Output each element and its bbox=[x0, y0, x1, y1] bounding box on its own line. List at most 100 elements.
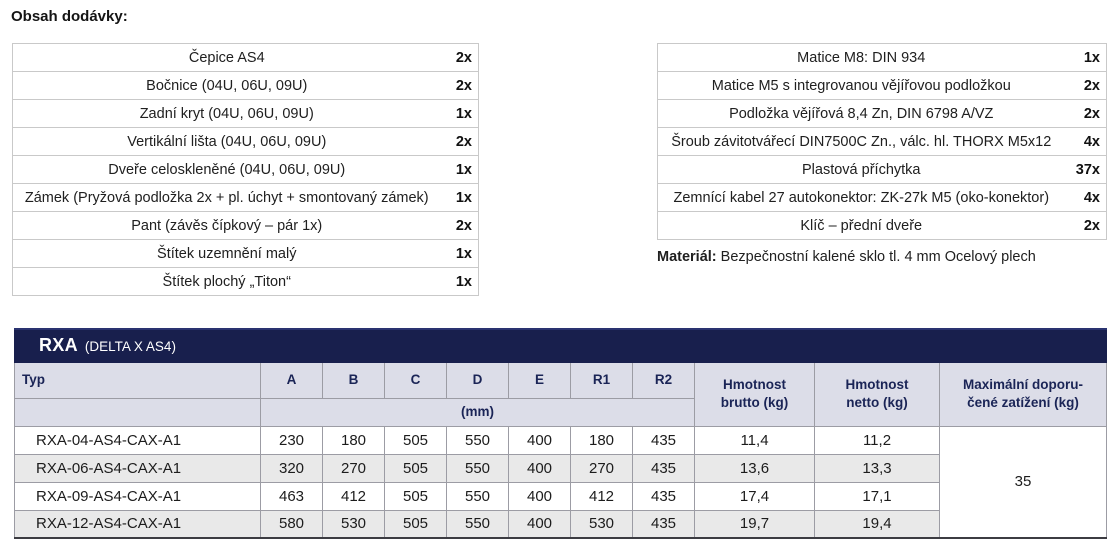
dim-e: 400 bbox=[508, 509, 571, 539]
typ-cell: RXA-06-AS4-CAX-A1 bbox=[14, 453, 261, 483]
item-label: Šroub závitotvářecí DIN7500C Zn., válc. … bbox=[657, 127, 1065, 156]
dim-r2: 435 bbox=[632, 425, 695, 455]
spec-header-row: Typ A B C D E R1 R2 Hmotnost brutto (kg)… bbox=[14, 361, 1108, 427]
typ-cell: RXA-12-AS4-CAX-A1 bbox=[14, 509, 261, 539]
dim-b: 412 bbox=[322, 481, 385, 511]
qty-value: 2x bbox=[1064, 71, 1107, 100]
qty-value: 4x bbox=[1064, 183, 1107, 212]
qty-value: 1x bbox=[440, 183, 479, 212]
dim-d: 550 bbox=[446, 481, 509, 511]
table-row: Štítek uzemnění malý 1x bbox=[12, 239, 479, 268]
qty-value: 1x bbox=[440, 239, 479, 268]
dim-d: 550 bbox=[446, 509, 509, 539]
qty-value: 1x bbox=[1064, 43, 1107, 72]
dim-r1: 530 bbox=[570, 509, 633, 539]
item-label: Zámek (Pryžová podložka 2x + pl. úchyt +… bbox=[12, 183, 441, 212]
empty-cell bbox=[14, 397, 261, 427]
dim-r1: 412 bbox=[570, 481, 633, 511]
table-row: Zemnící kabel 27 autokonektor: ZK-27k M5… bbox=[657, 183, 1107, 212]
table-row: Pant (závěs čípkový – pár 1x) 2x bbox=[12, 211, 479, 240]
dim-r2: 435 bbox=[632, 481, 695, 511]
weight-brutto: 19,7 bbox=[694, 509, 815, 539]
qty-value: 2x bbox=[440, 127, 479, 156]
table-row: Šroub závitotvářecí DIN7500C Zn., válc. … bbox=[657, 127, 1107, 156]
item-label: Podložka vějířová 8,4 Zn, DIN 6798 A/VZ bbox=[657, 99, 1065, 128]
dim-c: 505 bbox=[384, 425, 447, 455]
column-header-d: D bbox=[446, 361, 509, 399]
table-row: Čepice AS4 2x bbox=[12, 43, 479, 72]
item-label: Bočnice (04U, 06U, 09U) bbox=[12, 71, 441, 100]
table-row: Plastová příchytka 37x bbox=[657, 155, 1107, 184]
table-row: RXA-12-AS4-CAX-A1 580 530 505 550 400 53… bbox=[14, 509, 1107, 539]
delivery-table-right: Matice M8: DIN 934 1x Matice M5 s integro… bbox=[657, 43, 1107, 240]
item-label: Vertikální lišta (04U, 06U, 09U) bbox=[12, 127, 441, 156]
dim-r2: 435 bbox=[632, 453, 695, 483]
page-title: Obsah dodávky: bbox=[11, 8, 128, 25]
dim-a: 580 bbox=[260, 509, 323, 539]
table-row: Štítek plochý „Titon“ 1x bbox=[12, 267, 479, 296]
qty-value: 2x bbox=[440, 71, 479, 100]
dim-a: 463 bbox=[260, 481, 323, 511]
unit-label: (mm) bbox=[260, 397, 695, 427]
table-row: RXA-06-AS4-CAX-A1 320 270 505 550 400 27… bbox=[14, 453, 1107, 483]
weight-brutto: 11,4 bbox=[694, 425, 815, 455]
qty-value: 2x bbox=[440, 211, 479, 240]
table-row: Vertikální lišta (04U, 06U, 09U) 2x bbox=[12, 127, 479, 156]
dim-a: 230 bbox=[260, 425, 323, 455]
material-note: Materiál: Bezpečnostní kalené sklo tl. 4… bbox=[657, 249, 1036, 265]
qty-value: 2x bbox=[440, 43, 479, 72]
item-label: Klíč – přední dveře bbox=[657, 211, 1065, 240]
qty-value: 2x bbox=[1064, 99, 1107, 128]
weight-netto: 17,1 bbox=[814, 481, 940, 511]
item-label: Plastová příchytka bbox=[657, 155, 1065, 184]
column-header-a: A bbox=[260, 361, 323, 399]
item-label: Pant (závěs čípkový – pár 1x) bbox=[12, 211, 441, 240]
weight-netto: 11,2 bbox=[814, 425, 940, 455]
dim-b: 530 bbox=[322, 509, 385, 539]
column-header-c: C bbox=[384, 361, 447, 399]
column-header-typ: Typ bbox=[14, 361, 261, 399]
dim-a: 320 bbox=[260, 453, 323, 483]
dim-e: 400 bbox=[508, 425, 571, 455]
qty-value: 1x bbox=[440, 99, 479, 128]
spec-title-bar: RXA (DELTA X AS4) bbox=[13, 328, 1108, 363]
table-row: Podložka vějířová 8,4 Zn, DIN 6798 A/VZ 2… bbox=[657, 99, 1107, 128]
item-label: Matice M5 s integrovanou vějířovou podlo… bbox=[657, 71, 1065, 100]
item-label: Zadní kryt (04U, 06U, 09U) bbox=[12, 99, 441, 128]
dim-b: 270 bbox=[322, 453, 385, 483]
weight-brutto: 13,6 bbox=[694, 453, 815, 483]
material-text: Bezpečnostní kalené sklo tl. 4 mm Ocelov… bbox=[716, 249, 1036, 265]
qty-value: 1x bbox=[440, 155, 479, 184]
dim-r1: 180 bbox=[570, 425, 633, 455]
item-label: Štítek plochý „Titon“ bbox=[12, 267, 441, 296]
table-row: RXA-04-AS4-CAX-A1 230 180 505 550 400 18… bbox=[14, 425, 1108, 539]
item-label: Dveře celoskleněné (04U, 06U, 09U) bbox=[12, 155, 441, 184]
dim-d: 550 bbox=[446, 425, 509, 455]
qty-value: 4x bbox=[1064, 127, 1107, 156]
table-row: Matice M8: DIN 934 1x bbox=[657, 43, 1107, 72]
weight-netto: 19,4 bbox=[814, 509, 940, 539]
typ-cell: RXA-09-AS4-CAX-A1 bbox=[14, 481, 261, 511]
column-header-r1: R1 bbox=[570, 361, 633, 399]
max-load-value: 35 bbox=[938, 425, 1108, 539]
dim-b: 180 bbox=[322, 425, 385, 455]
weight-netto: 13,3 bbox=[814, 453, 940, 483]
table-row: Zámek (Pryžová podložka 2x + pl. úchyt +… bbox=[12, 183, 479, 212]
material-label: Materiál: bbox=[657, 249, 717, 265]
item-label: Štítek uzemnění malý bbox=[12, 239, 441, 268]
weight-brutto: 17,4 bbox=[694, 481, 815, 511]
table-row: Dveře celoskleněné (04U, 06U, 09U) 1x bbox=[12, 155, 479, 184]
table-row: Bočnice (04U, 06U, 09U) 2x bbox=[12, 71, 479, 100]
dim-r2: 435 bbox=[632, 509, 695, 539]
dim-e: 400 bbox=[508, 453, 571, 483]
spec-table: RXA (DELTA X AS4) Typ A B C D E R1 R2 Hmo… bbox=[13, 328, 1108, 539]
column-header-maxload: Maximální doporu- čené zatížení (kg) bbox=[938, 361, 1108, 427]
qty-value: 37x bbox=[1064, 155, 1107, 184]
item-label: Zemnící kabel 27 autokonektor: ZK-27k M5… bbox=[657, 183, 1065, 212]
dim-d: 550 bbox=[446, 453, 509, 483]
item-label: Čepice AS4 bbox=[12, 43, 441, 72]
dim-e: 400 bbox=[508, 481, 571, 511]
column-header-b: B bbox=[322, 361, 385, 399]
table-row: Klíč – přední dveře 2x bbox=[657, 211, 1107, 240]
